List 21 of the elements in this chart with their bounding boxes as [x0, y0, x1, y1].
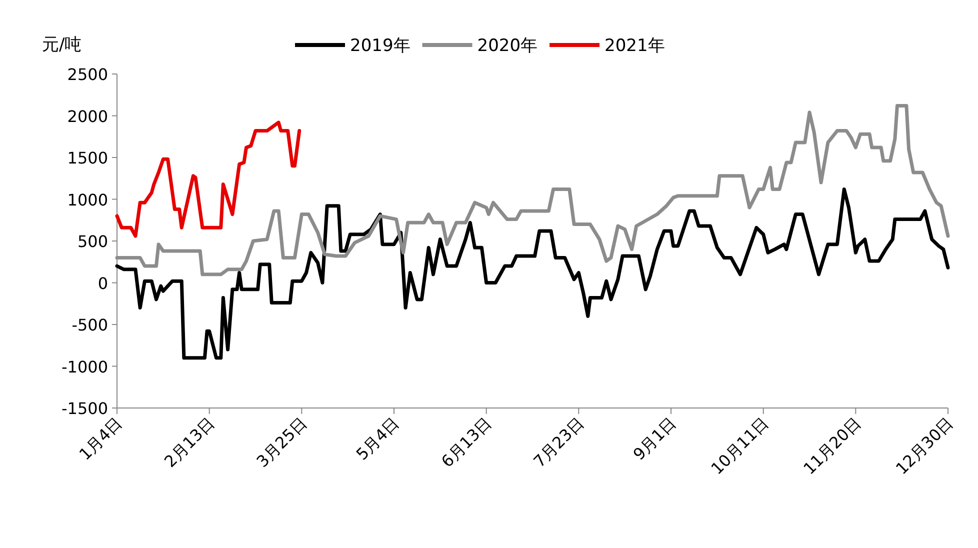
y-tick-label: 0 [98, 274, 108, 293]
y-axis-title: 元/吨 [42, 35, 82, 55]
x-tick-label: 12月30日 [892, 413, 957, 478]
y-tick-label: 2000 [67, 106, 108, 126]
y-tick-label: 1000 [67, 190, 108, 210]
y-tick-label: 1500 [67, 148, 108, 168]
y-tick-label: -500 [72, 316, 108, 334]
x-tick-label: 2月13日 [160, 413, 218, 472]
y-tick-label: 500 [77, 232, 108, 251]
x-tick-label: 6月13日 [438, 413, 496, 472]
legend-label: 2021年 [604, 36, 665, 56]
y-tick-label: 2500 [67, 65, 108, 84]
x-tick-label: 9月1日 [629, 413, 680, 464]
x-tick-label: 5月4日 [352, 413, 403, 464]
legend-label: 2019年 [350, 36, 410, 56]
x-tick-label: 7月23日 [530, 413, 588, 472]
x-tick-label: 11月20日 [800, 413, 864, 478]
x-tick-label: 10月11日 [707, 413, 772, 478]
x-tick-label: 3月25日 [252, 413, 310, 472]
legend-label: 2020年 [477, 36, 538, 56]
y-tick-label: -1000 [62, 357, 108, 376]
